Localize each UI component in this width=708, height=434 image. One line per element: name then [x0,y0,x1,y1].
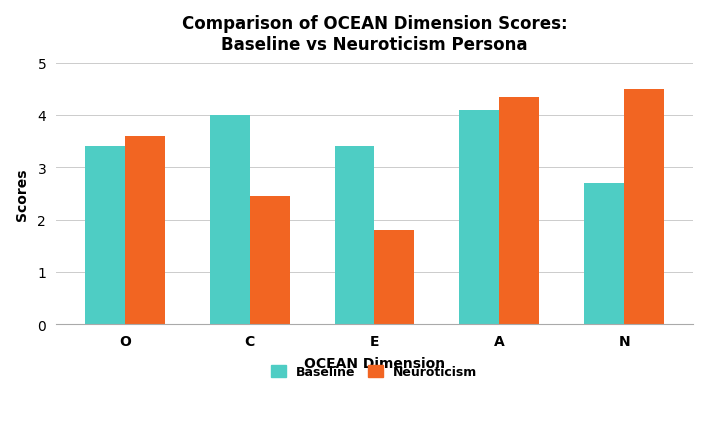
X-axis label: OCEAN Dimension: OCEAN Dimension [304,356,445,370]
Bar [85,147,125,324]
Y-axis label: Scores: Scores [15,168,29,220]
Bar [375,230,414,324]
Bar [125,137,165,324]
Bar [624,90,664,324]
Bar [250,197,290,324]
Bar [210,116,250,324]
Legend: Baseline, Neuroticism: Baseline, Neuroticism [266,360,483,383]
Bar [584,184,624,324]
Bar [334,147,375,324]
Title: Comparison of OCEAN Dimension Scores:
Baseline vs Neuroticism Persona: Comparison of OCEAN Dimension Scores: Ba… [182,15,567,54]
Bar [499,98,539,324]
Bar [459,111,499,324]
